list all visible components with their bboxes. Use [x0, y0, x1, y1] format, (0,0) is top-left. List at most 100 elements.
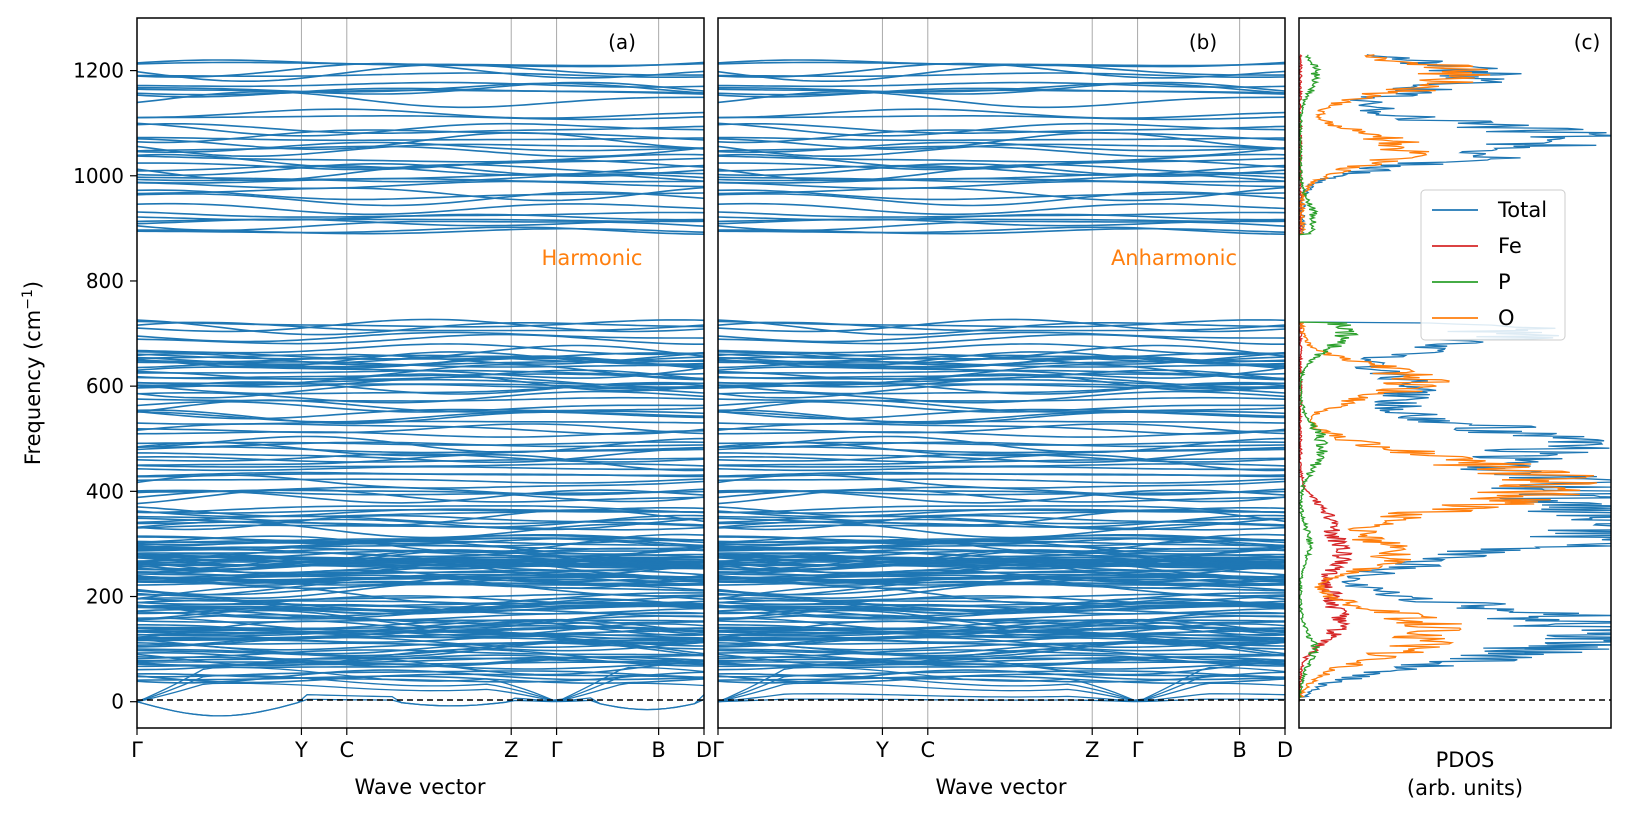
band-line — [137, 72, 704, 78]
panel-b-label: (b) — [1189, 30, 1217, 54]
band-line — [137, 488, 704, 505]
band-line — [718, 369, 1285, 376]
band-line — [137, 108, 704, 119]
pdos-total-line — [1299, 54, 1611, 702]
band-line — [718, 573, 1285, 587]
legend-frame — [1420, 189, 1566, 341]
band-line — [137, 159, 704, 171]
y-tick-label: 1000 — [73, 164, 124, 188]
band-line — [137, 619, 704, 635]
band-line — [718, 164, 1285, 176]
band-line — [137, 636, 704, 648]
band-line — [137, 173, 704, 183]
band-line — [137, 227, 704, 235]
band-line — [718, 423, 1285, 435]
band-line — [718, 331, 1285, 343]
band-line — [718, 343, 1285, 356]
band-line — [137, 189, 704, 201]
band-line — [718, 657, 1285, 663]
band-line — [718, 453, 1285, 472]
y-tick-label: 600 — [86, 374, 124, 398]
band-line — [137, 373, 704, 380]
band-line — [718, 180, 1285, 190]
band-line — [137, 575, 704, 583]
band-line — [137, 202, 704, 216]
band-line — [137, 603, 704, 615]
x-tick-label: Γ — [551, 738, 563, 762]
band-line — [718, 159, 1285, 171]
band-line — [137, 599, 704, 611]
band-line — [718, 473, 1285, 478]
x-tick-label: D — [1277, 738, 1293, 762]
band-line — [137, 81, 704, 95]
band-line — [718, 145, 1285, 158]
band-line — [718, 173, 1285, 182]
x-tick-label: Z — [504, 738, 518, 762]
band-line — [718, 506, 1285, 518]
y-tick-label: 1200 — [73, 59, 124, 83]
band-line — [137, 630, 704, 637]
band-line — [718, 620, 1285, 638]
y-tick-label: 200 — [86, 585, 124, 609]
band-line — [137, 675, 704, 684]
band-line — [137, 506, 704, 518]
band-line — [718, 544, 1285, 550]
band-line — [137, 409, 704, 425]
band-line — [718, 559, 1285, 572]
band-line — [718, 550, 1285, 561]
x-tick-label: B — [1232, 738, 1246, 762]
band-line — [718, 448, 1285, 464]
band-line — [137, 559, 704, 572]
panel-a-x-axis-label: Wave vector — [355, 775, 486, 799]
panel-b-annotation: Anharmonic — [1111, 246, 1237, 270]
band-line — [137, 561, 704, 576]
band-line — [137, 191, 704, 207]
band-line — [137, 537, 704, 545]
x-tick-label: B — [651, 738, 665, 762]
band-line — [718, 411, 1285, 423]
band-line — [137, 82, 704, 94]
band-line — [718, 478, 1285, 484]
x-tick-label: Γ — [1132, 738, 1144, 762]
band-line — [137, 218, 704, 227]
band-line — [137, 411, 704, 423]
band-line — [718, 641, 1285, 658]
band-line — [718, 72, 1285, 78]
y-tick-label: 0 — [111, 690, 124, 714]
band-line — [718, 441, 1285, 448]
band-line — [137, 423, 704, 435]
band-line — [137, 396, 704, 402]
band-line — [718, 82, 1285, 94]
band-line — [718, 91, 1285, 109]
band-line — [718, 488, 1285, 505]
band-line — [718, 122, 1285, 137]
band-line — [718, 509, 1285, 515]
band-line — [137, 514, 704, 531]
panel-a-annotation: Harmonic — [542, 246, 643, 270]
band-line — [718, 408, 1285, 420]
band-line — [718, 514, 1285, 528]
panel-a-harmonic-dispersion: (a) Harmonic 0 200 400 600 800 1000 1200 Γ Y C Z Γ… — [73, 17, 712, 799]
legend-label-o: O — [1498, 306, 1515, 330]
band-line — [718, 401, 1285, 413]
band-line — [137, 441, 704, 446]
band-line — [137, 145, 704, 158]
band-line — [718, 630, 1285, 637]
band-line — [137, 423, 704, 435]
band-line — [718, 115, 1285, 121]
band-line — [137, 448, 704, 464]
band-line — [718, 514, 1285, 531]
band-line — [718, 319, 1285, 336]
band-line — [718, 227, 1285, 235]
band-line — [137, 81, 704, 88]
band-line — [718, 202, 1285, 216]
band-line — [137, 670, 704, 678]
band-line — [137, 211, 704, 218]
band-line — [718, 333, 1285, 345]
band-line — [137, 573, 704, 587]
band-line — [137, 123, 704, 134]
band-line — [137, 186, 704, 202]
band-line — [718, 537, 1285, 548]
band-line — [137, 355, 704, 365]
